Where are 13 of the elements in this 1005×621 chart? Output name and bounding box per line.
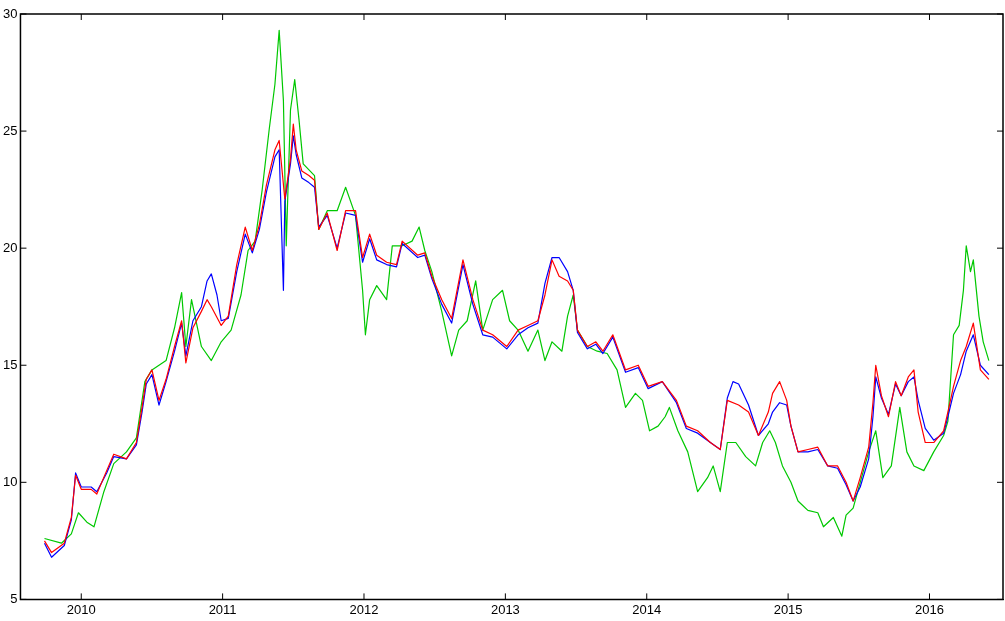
y-tick-label: 5 (10, 590, 18, 606)
x-tick-label: 2013 (490, 601, 520, 617)
y-tick-label: 20 (2, 239, 18, 255)
x-tick-label: 2010 (66, 601, 96, 617)
y-tick-label: 10 (2, 473, 18, 489)
y-tick-label: 15 (2, 356, 18, 372)
y-tick-label: 25 (2, 122, 18, 138)
x-tick-label: 2016 (915, 601, 944, 617)
x-tick-label: 2012 (349, 601, 379, 617)
x-tick-label: 2015 (773, 601, 803, 617)
x-tick-label: 2011 (208, 601, 237, 617)
x-tick-label: 2014 (632, 601, 662, 617)
y-tick-label: 30 (2, 5, 18, 21)
